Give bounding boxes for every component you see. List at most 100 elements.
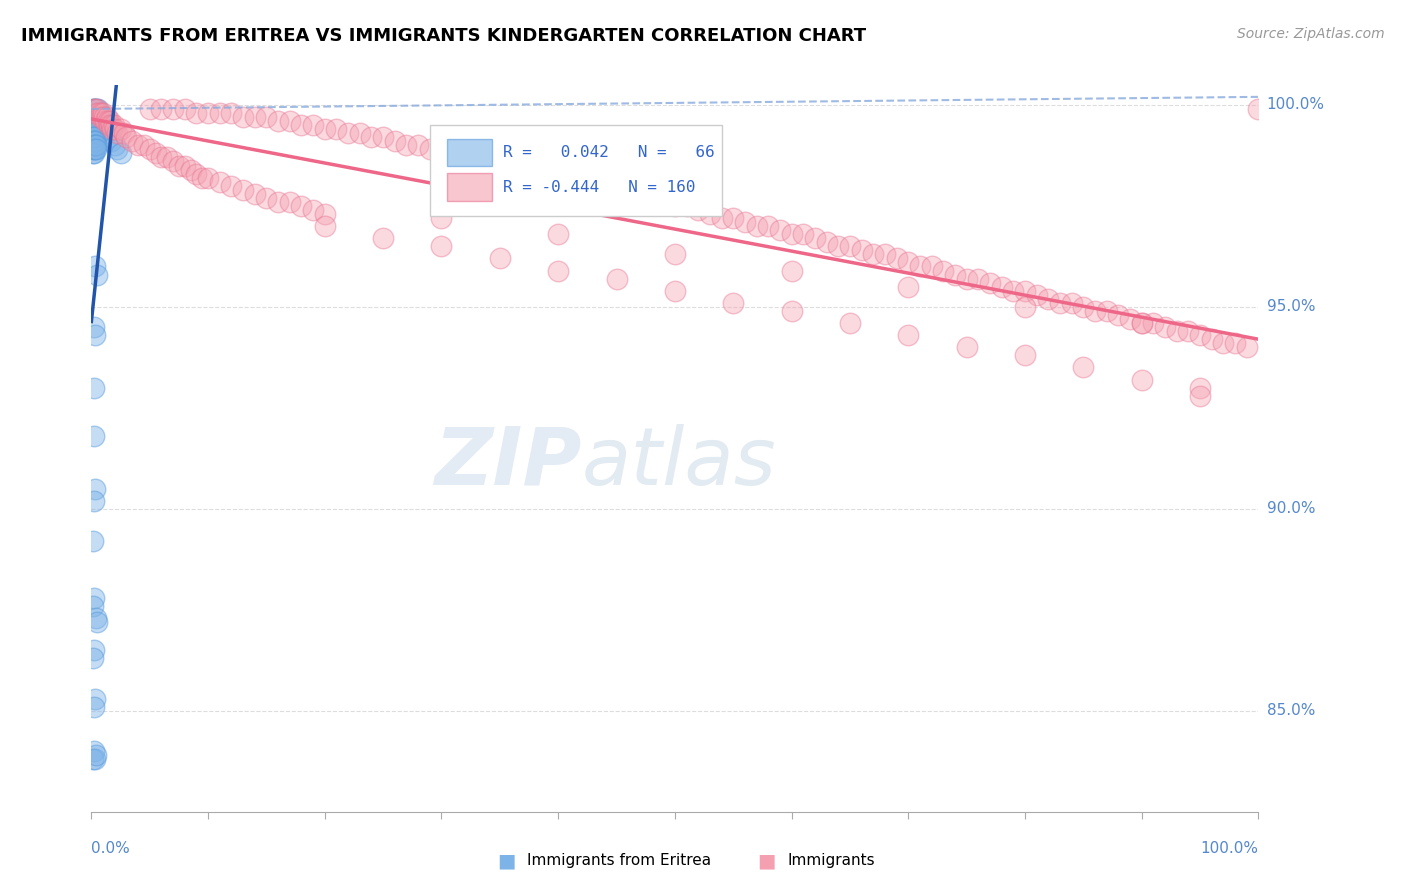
Point <box>243 110 266 124</box>
Point <box>82 130 104 145</box>
Point <box>1095 304 1118 318</box>
Point <box>780 227 803 242</box>
Point <box>838 316 860 330</box>
Point <box>1223 336 1246 351</box>
Point <box>197 170 219 185</box>
Point <box>1130 373 1153 387</box>
Point <box>419 142 441 156</box>
Point <box>83 138 105 153</box>
Point <box>956 340 979 354</box>
Point <box>96 126 118 140</box>
Point <box>83 110 105 124</box>
Point <box>83 134 105 148</box>
Point <box>83 142 105 156</box>
Point <box>430 146 453 161</box>
Bar <box>447 173 492 201</box>
Point <box>83 134 105 148</box>
Point <box>110 146 132 161</box>
Point <box>371 231 394 245</box>
Point <box>664 284 686 298</box>
Point <box>83 130 105 145</box>
Point <box>1038 292 1060 306</box>
Point <box>221 178 243 193</box>
Bar <box>447 138 492 166</box>
Point <box>395 138 418 153</box>
Point <box>1142 316 1164 330</box>
Point <box>302 118 325 132</box>
Point <box>979 276 1001 290</box>
Point <box>90 110 112 124</box>
Point <box>862 247 884 261</box>
Point <box>267 114 290 128</box>
Point <box>84 748 107 763</box>
Text: 95.0%: 95.0% <box>1267 300 1315 314</box>
Point <box>105 126 128 140</box>
Point <box>162 154 184 169</box>
Point <box>82 114 104 128</box>
Point <box>314 207 336 221</box>
Point <box>93 122 115 136</box>
Text: 0.0%: 0.0% <box>91 841 131 855</box>
Text: IMMIGRANTS FROM ERITREA VS IMMIGRANTS KINDERGARTEN CORRELATION CHART: IMMIGRANTS FROM ERITREA VS IMMIGRANTS KI… <box>21 27 866 45</box>
Point <box>115 130 138 145</box>
Point <box>1049 296 1071 310</box>
Point <box>186 167 208 181</box>
Point <box>932 263 955 277</box>
Point <box>98 114 121 128</box>
Point <box>83 591 105 605</box>
Point <box>406 138 429 153</box>
Point <box>83 493 105 508</box>
Point <box>1073 300 1095 314</box>
Text: 100.0%: 100.0% <box>1201 841 1258 855</box>
Text: R =   0.042   N =   66: R = 0.042 N = 66 <box>503 145 716 160</box>
Point <box>1189 328 1212 343</box>
Point <box>710 211 733 225</box>
Point <box>675 199 697 213</box>
Point <box>523 167 546 181</box>
Point <box>221 106 243 120</box>
Point <box>640 191 662 205</box>
Text: Immigrants: Immigrants <box>787 854 875 868</box>
Point <box>571 175 593 189</box>
Point <box>652 194 675 209</box>
Point <box>103 118 125 132</box>
Point <box>465 151 488 165</box>
Point <box>86 102 108 116</box>
Point <box>897 255 920 269</box>
Point <box>1130 316 1153 330</box>
Point <box>83 429 105 443</box>
Point <box>83 138 105 153</box>
Point <box>337 126 360 140</box>
Point <box>290 199 312 213</box>
Point <box>104 138 127 153</box>
Point <box>208 175 231 189</box>
Point <box>86 114 108 128</box>
Point <box>628 191 651 205</box>
Point <box>83 752 105 766</box>
Point <box>1014 284 1036 298</box>
Point <box>167 159 190 173</box>
Point <box>83 691 105 706</box>
Point <box>82 651 104 665</box>
Point <box>278 194 301 209</box>
Point <box>91 118 114 132</box>
Point <box>100 134 122 148</box>
Point <box>430 211 453 225</box>
Point <box>110 122 132 136</box>
Point <box>93 110 115 124</box>
Point <box>430 239 453 253</box>
Point <box>94 114 117 128</box>
Point <box>86 615 108 629</box>
Point <box>314 122 336 136</box>
Point <box>82 134 104 148</box>
Point <box>664 199 686 213</box>
Point <box>1084 304 1107 318</box>
Point <box>90 106 112 120</box>
Point <box>83 102 105 116</box>
Point <box>105 142 128 156</box>
Point <box>558 175 581 189</box>
Point <box>87 110 110 124</box>
Point <box>97 114 120 128</box>
Point <box>232 183 254 197</box>
Point <box>87 102 110 116</box>
